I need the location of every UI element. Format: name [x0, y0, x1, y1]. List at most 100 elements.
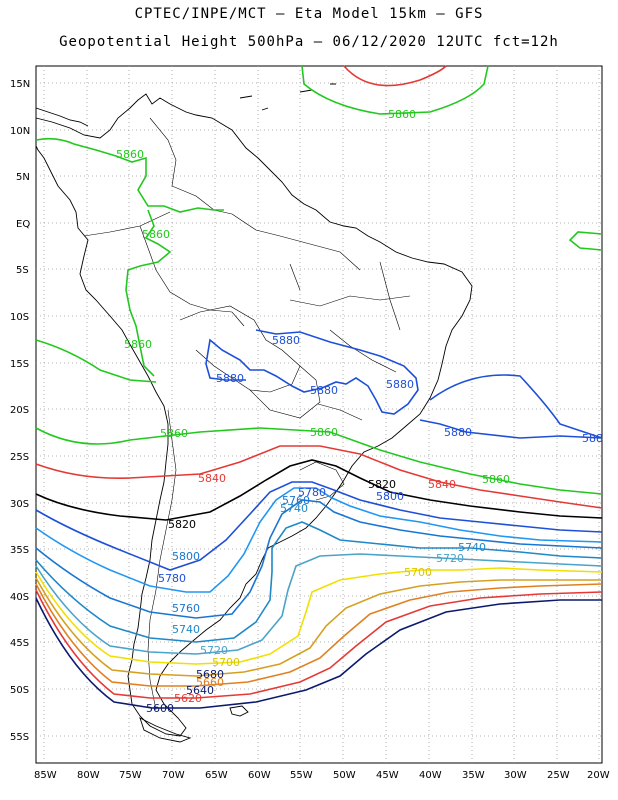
- label-5880-center-4: 5880: [386, 378, 414, 391]
- label-5660: 5660: [196, 676, 224, 689]
- contour-5860-red-top: [343, 65, 447, 87]
- border-brazil-states: [231, 213, 411, 421]
- lon-label-20w: 20W: [587, 770, 610, 781]
- lon-label-30w: 30W: [504, 770, 527, 781]
- contour-5720: [35, 553, 603, 655]
- label-5740-west: 5740: [172, 623, 200, 636]
- lat-label-15n: 15N: [10, 79, 30, 90]
- contour-5680: [35, 577, 602, 677]
- lon-label-75w: 75W: [119, 770, 142, 781]
- lon-label-85w: 85W: [34, 770, 57, 781]
- map-title-line-2: Geopotential Height 500hPa – 06/12/2020 …: [59, 34, 559, 50]
- label-5600: 5600: [146, 702, 174, 715]
- map-title-line-1: CPTEC/INPE/MCT – Eta Model 15km – GFS: [134, 6, 484, 22]
- contour-5860-green-east: [568, 231, 603, 251]
- border-paraguay: [249, 365, 321, 419]
- longitude-labels: 85W 80W 75W 70W 65W 60W 55W 50W 45W 40W …: [34, 770, 610, 781]
- lon-label-25w: 25W: [547, 770, 570, 781]
- lat-label-5s: 5S: [16, 265, 29, 276]
- label-5820-east: 5820: [368, 478, 396, 491]
- border-chile-argentina: [147, 409, 177, 711]
- label-5860-nw: 5860: [116, 148, 144, 161]
- map-frame: [35, 65, 603, 764]
- label-5860-west: 5860: [124, 338, 152, 351]
- lon-label-80w: 80W: [77, 770, 100, 781]
- label-5680: 5680: [196, 668, 224, 681]
- contour-5860-green-mid: [35, 427, 603, 495]
- lat-label-5n: 5N: [16, 172, 30, 183]
- label-5620: 5620: [174, 692, 202, 705]
- contour-5620: [35, 597, 602, 709]
- label-5720-west: 5720: [200, 644, 228, 657]
- label-5880-center-1: 5880: [272, 334, 300, 347]
- contour-5820: [35, 459, 603, 521]
- lon-label-55w: 55W: [290, 770, 313, 781]
- contour-5640: [35, 589, 603, 699]
- lat-label-45s: 45S: [10, 638, 29, 649]
- label-5800-west: 5800: [172, 550, 200, 563]
- label-5860-top: 5860: [388, 108, 416, 121]
- lon-label-70w: 70W: [162, 770, 185, 781]
- lat-label-55s: 55S: [10, 732, 29, 743]
- label-5840-east: 5840: [428, 478, 456, 491]
- lat-label-30s: 30S: [10, 499, 29, 510]
- contour-5840: [35, 445, 603, 509]
- label-5720-east: 5720: [436, 552, 464, 565]
- lat-label-25s: 25S: [10, 452, 29, 463]
- latitude-labels: 15N 10N 5N EQ 5S 10S 15S 20S 25S 30S 35S…: [10, 79, 30, 743]
- lat-label-15s: 15S: [10, 359, 29, 370]
- lat-label-eq: EQ: [16, 219, 30, 230]
- label-5760-west: 5760: [172, 602, 200, 615]
- caribbean-islands: [239, 83, 336, 111]
- lat-label-10n: 10N: [10, 126, 30, 137]
- label-5860-mid-2: 5860: [310, 426, 338, 439]
- label-5740-east: 5740: [458, 541, 486, 554]
- lat-label-20s: 20S: [10, 405, 29, 416]
- contour-5880-blue-east: [419, 419, 603, 439]
- contour-5860-green-west: [35, 339, 157, 383]
- label-5700-east: 5700: [404, 566, 432, 579]
- label-5860-amazon: 5860: [142, 228, 170, 241]
- lat-label-35s: 35S: [10, 545, 29, 556]
- contour-5660: [35, 583, 603, 687]
- contour-5880-blue-arc: [429, 374, 603, 439]
- lon-label-50w: 50W: [333, 770, 356, 781]
- contour-5800: [35, 481, 603, 571]
- border-colombia-peru: [83, 211, 171, 237]
- lon-label-40w: 40W: [419, 770, 442, 781]
- contour-5740: [35, 521, 603, 643]
- label-5780-center: 5780: [298, 486, 326, 499]
- label-5880-center-3: 5880: [310, 384, 338, 397]
- contour-5880-blue: [205, 329, 419, 415]
- label-5820-west: 5820: [168, 518, 196, 531]
- label-5880-center-2: 5880: [216, 372, 244, 385]
- lon-label-45w: 45W: [376, 770, 399, 781]
- border-uruguay: [299, 461, 345, 501]
- label-5640: 5640: [186, 684, 214, 697]
- label-5740-center: 5740: [280, 502, 308, 515]
- contour-5860-green-nw: [35, 137, 224, 213]
- contour-5860-green-amazon: [125, 209, 172, 377]
- lon-label-60w: 60W: [248, 770, 271, 781]
- label-5880-east: 5880: [444, 426, 472, 439]
- lon-label-65w: 65W: [205, 770, 228, 781]
- falkland-islands: [229, 705, 249, 717]
- label-5700-west: 5700: [212, 656, 240, 669]
- label-5760-center: 5760: [282, 494, 310, 507]
- lon-label-35w: 35W: [462, 770, 485, 781]
- lat-lon-grid: [36, 66, 602, 763]
- contour-5860-green-top: [301, 65, 489, 115]
- label-5880-edge: 588: [582, 432, 603, 445]
- lat-label-50s: 50S: [10, 685, 29, 696]
- contour-5760: [35, 499, 603, 619]
- tierra-del-fuego: [139, 717, 192, 743]
- lat-label-40s: 40S: [10, 592, 29, 603]
- label-5840-west: 5840: [198, 472, 226, 485]
- label-5780-west: 5780: [158, 572, 186, 585]
- label-5860-mid-3: 5860: [482, 473, 510, 486]
- contour-lines: [35, 65, 603, 709]
- central-america-coastline: [35, 107, 89, 127]
- label-5800-east: 5800: [376, 490, 404, 503]
- lat-label-10s: 10S: [10, 312, 29, 323]
